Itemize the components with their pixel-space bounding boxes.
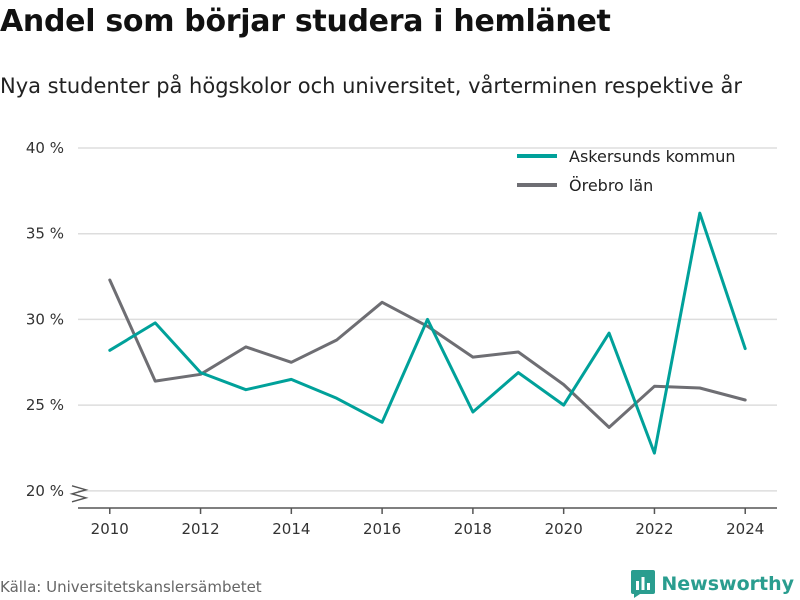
x-tick-label: 2018 <box>454 520 492 538</box>
bar-chart-badge-icon <box>631 570 656 598</box>
source-note: Källa: Universitetskanslersämbetet <box>0 578 262 596</box>
legend-label: Örebro län <box>569 176 653 195</box>
series-line-orebro <box>108 278 747 429</box>
y-tick-label: 20 % <box>26 482 64 500</box>
y-tick-label: 35 % <box>26 225 64 243</box>
chart-title: Andel som börjar studera i hemlänet <box>0 4 611 39</box>
brand-logo: Newsworthy <box>631 569 794 599</box>
zigzag-break-icon <box>69 485 89 503</box>
y-tick-label: 30 % <box>26 310 64 328</box>
brand-name: Newsworthy <box>661 573 794 595</box>
x-tick-label: 2022 <box>635 520 673 538</box>
x-tick-label: 2010 <box>91 520 129 538</box>
x-tick-label: 2020 <box>545 520 583 538</box>
y-tick-label: 25 % <box>26 396 64 414</box>
chart-subtitle: Nya studenter på högskolor och universit… <box>0 74 742 98</box>
legend: Askersunds kommun Örebro län <box>517 147 736 195</box>
y-tick-label: 40 % <box>26 139 64 157</box>
x-tick-label: 2012 <box>181 520 219 538</box>
x-tick-label: 2014 <box>272 520 310 538</box>
x-tick-label: 2024 <box>726 520 764 538</box>
series-line-askersund <box>108 211 747 455</box>
axes: 20 % 25 % 30 % 35 % 40 % 2010 2012 2014 2016 2018… <box>26 139 777 538</box>
series-lines <box>108 211 747 455</box>
legend-label: Askersunds kommun <box>569 147 736 166</box>
x-tick-label: 2016 <box>363 520 401 538</box>
